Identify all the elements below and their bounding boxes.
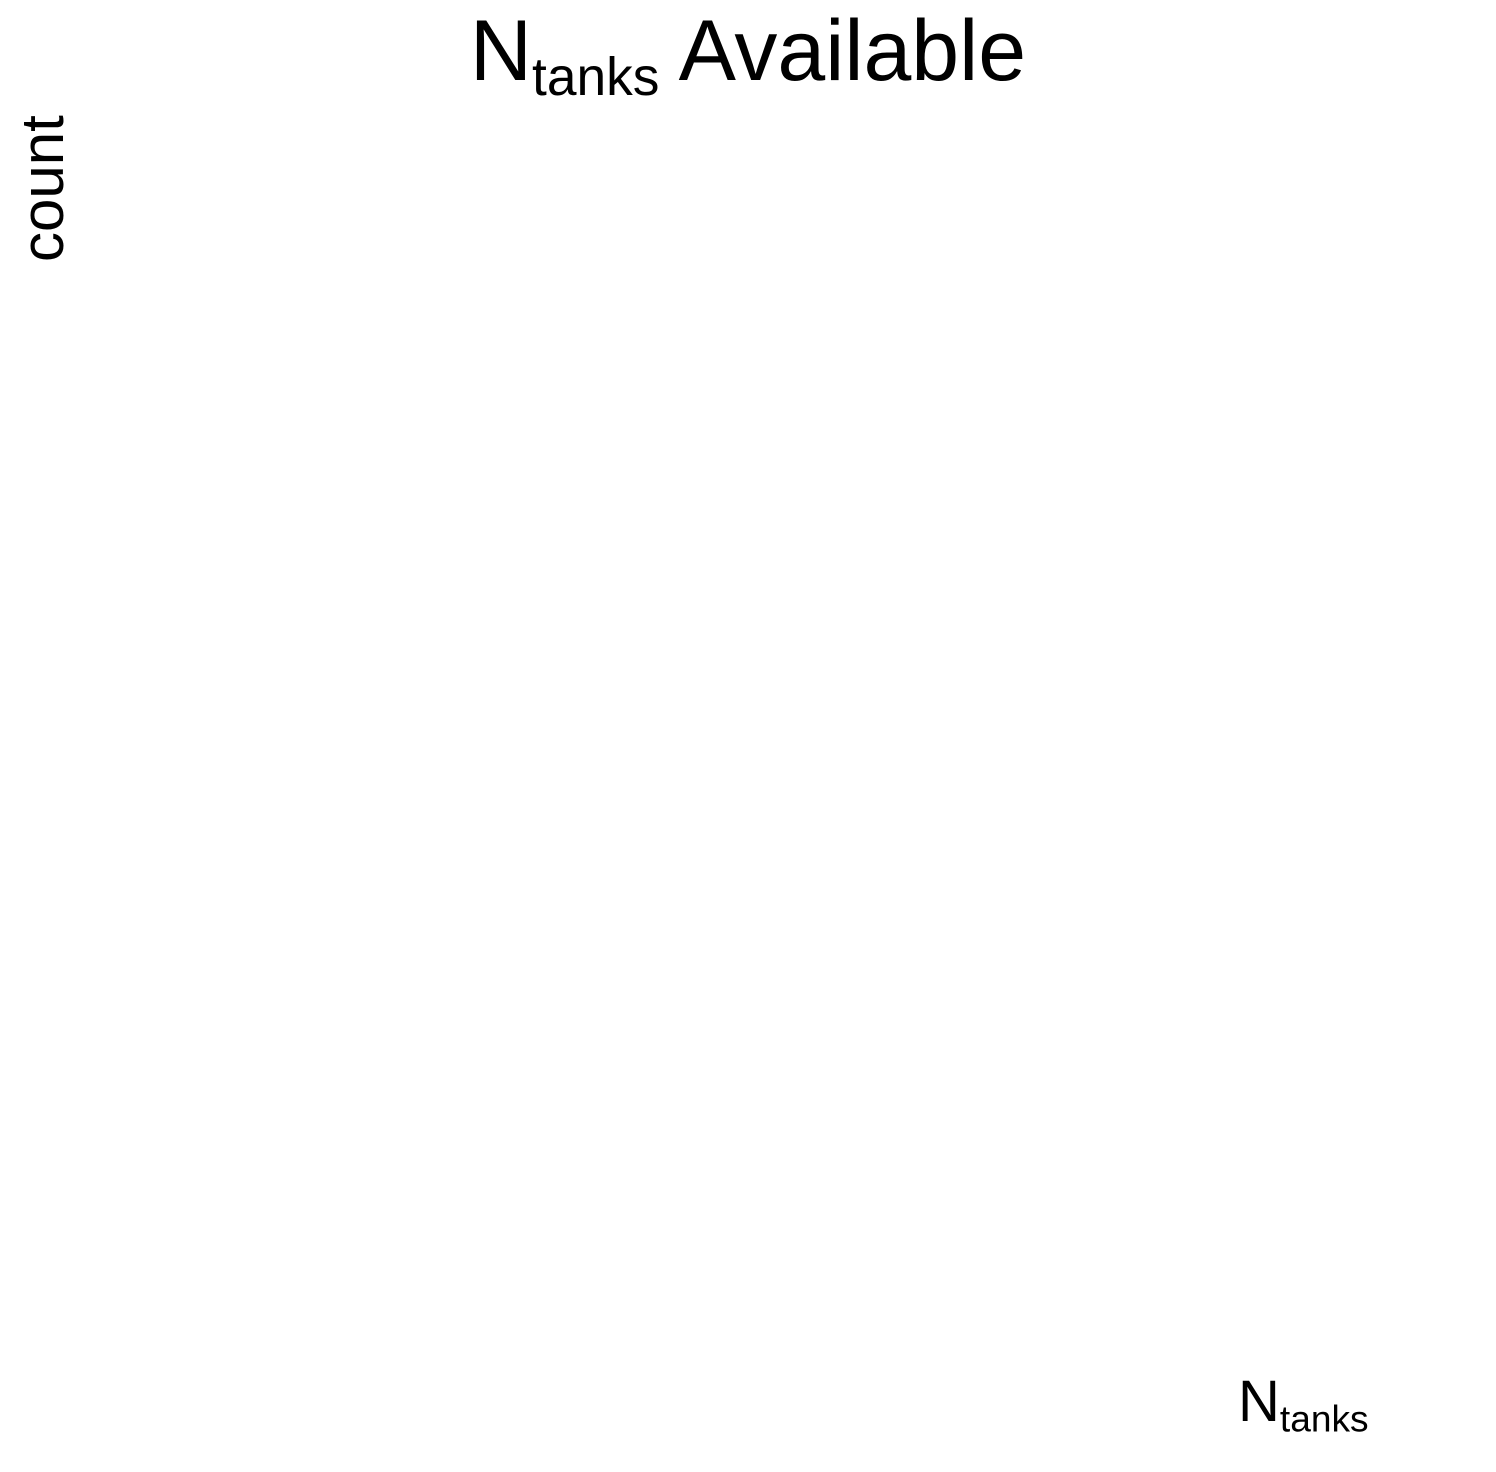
chart-title: Ntanks Available xyxy=(0,2,1496,108)
x-axis-title-prefix: N xyxy=(1238,1369,1280,1434)
chart-title-subscript: tanks xyxy=(532,47,660,107)
x-axis-title: Ntanks xyxy=(1238,1368,1369,1440)
chart-title-prefix: N xyxy=(469,3,533,99)
chart-title-suffix: Available xyxy=(659,3,1027,99)
x-axis-title-subscript: tanks xyxy=(1279,1397,1369,1440)
y-axis-title: count xyxy=(9,115,76,262)
